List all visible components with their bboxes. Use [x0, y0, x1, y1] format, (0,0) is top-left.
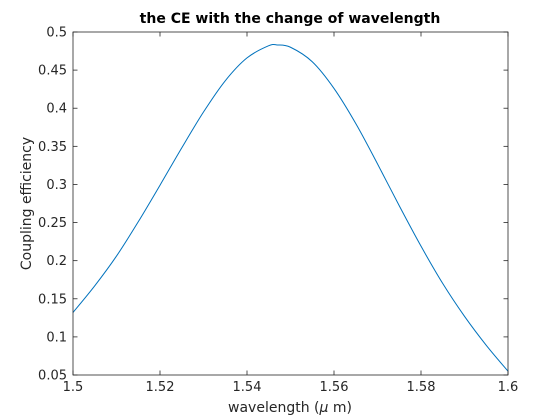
y-tick-label: 0.45	[38, 64, 67, 79]
x-axis-label-greek: μ	[318, 400, 328, 416]
x-tick-label: 1.52	[146, 380, 175, 395]
y-tick-labels: 0.05 0.1 0.15 0.2 0.25 0.3 0.35 0.4 0.45 0.5	[38, 26, 67, 384]
x-axis-label: wavelength (μ m)	[228, 400, 352, 416]
x-tick-label: 1.5	[63, 380, 84, 395]
x-tick-label: 1.54	[233, 380, 262, 395]
x-axis-label-prefix: wavelength (	[228, 400, 319, 416]
x-tick-labels: 1.5 1.52 1.54 1.56 1.58 1.6	[63, 380, 519, 395]
y-axis-label: Coupling efficiency	[19, 137, 35, 270]
axes-box	[72, 31, 509, 376]
y-tick-label: 0.35	[38, 140, 67, 155]
x-tick-label: 1.58	[407, 380, 436, 395]
series	[72, 43, 509, 372]
y-tick-label: 0.1	[46, 330, 67, 345]
y-tick-label: 0.15	[38, 292, 67, 307]
x-axis-label-suffix: m)	[328, 400, 352, 416]
series-line	[72, 43, 509, 372]
y-tick-label: 0.2	[46, 254, 67, 269]
y-tick-label: 0.05	[38, 369, 67, 384]
chart-title: the CE with the change of wavelength	[140, 11, 441, 27]
y-tick-label: 0.5	[46, 26, 67, 41]
y-tick-label: 0.3	[46, 178, 67, 193]
y-tick-label: 0.25	[38, 216, 67, 231]
y-tick-label: 0.4	[46, 102, 67, 117]
x-tick-label: 1.56	[320, 380, 349, 395]
plot-area	[73, 32, 508, 375]
x-tick-label: 1.6	[498, 380, 519, 395]
